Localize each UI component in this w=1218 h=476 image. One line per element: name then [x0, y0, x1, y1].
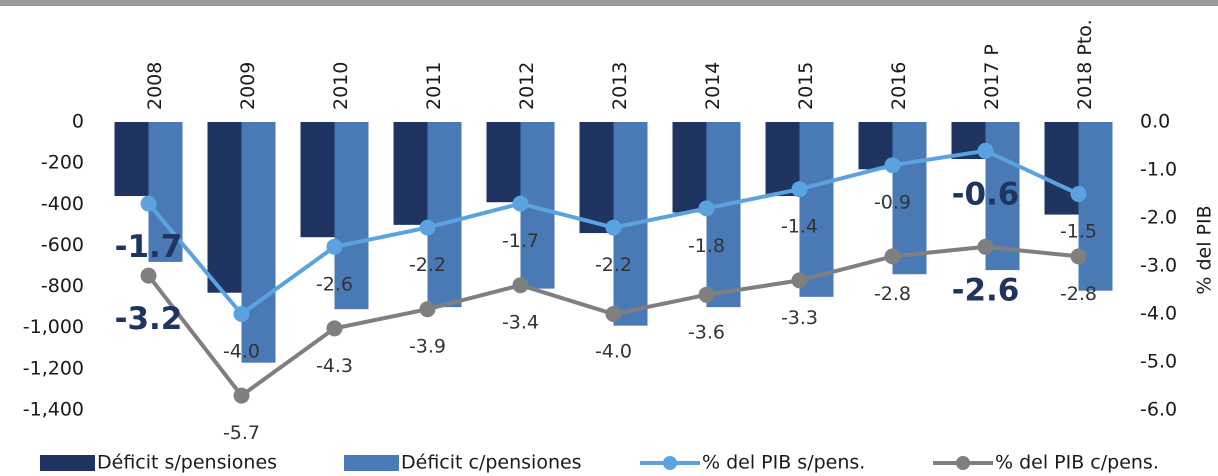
data-label: -2.2: [595, 254, 632, 276]
x-tick-label: 2009: [237, 62, 259, 110]
bar: [486, 122, 521, 203]
bar: [799, 122, 834, 297]
data-label: -2.2: [409, 254, 446, 276]
point: [791, 272, 808, 289]
point: [326, 238, 343, 255]
point: [884, 248, 901, 265]
y2-tick-label: -4.0: [1140, 303, 1177, 325]
data-label: -5.7: [223, 422, 260, 444]
data-label: -2.8: [1060, 283, 1097, 305]
point: [419, 301, 436, 318]
y2-tick-label: 0.0: [1140, 111, 1170, 133]
x-tick-label: 2017 P: [981, 44, 1003, 110]
bar: [892, 122, 927, 275]
bar: [334, 122, 369, 310]
legend-swatch: [956, 456, 970, 470]
point: [977, 142, 994, 159]
y-tick-label: 0: [72, 111, 84, 133]
bar: [393, 122, 428, 225]
bar: [1078, 122, 1113, 291]
legend-label: % del PIB c/pens.: [995, 452, 1159, 474]
data-label: -3.2: [115, 301, 183, 337]
point: [140, 267, 157, 284]
bar: [427, 122, 462, 308]
point: [233, 387, 250, 404]
y-tick-label: -1,200: [23, 357, 84, 379]
point: [140, 195, 157, 212]
y2-tick-label: -1.0: [1140, 159, 1177, 181]
y2-tick-label: -6.0: [1140, 399, 1177, 421]
data-label: -0.6: [952, 176, 1020, 212]
data-label: -4.0: [595, 341, 632, 363]
y-tick-label: -1,000: [23, 316, 84, 338]
point: [512, 277, 529, 294]
bar: [706, 122, 741, 308]
bar: [672, 122, 707, 213]
bar: [207, 122, 242, 293]
point: [605, 219, 622, 236]
x-tick-label: 2008: [144, 62, 166, 110]
y-tick-label: -1,400: [23, 399, 84, 421]
point: [698, 200, 715, 217]
point: [1070, 248, 1087, 265]
bar: [241, 122, 276, 363]
y-tick-label: -800: [41, 275, 84, 297]
legend-swatch: [663, 456, 677, 470]
data-label: -2.6: [316, 273, 353, 295]
point: [233, 306, 250, 322]
y2-tick-label: -2.0: [1140, 207, 1177, 229]
data-label: -0.9: [874, 192, 911, 214]
data-label: -1.7: [115, 229, 183, 265]
x-tick-label: 2016: [888, 62, 910, 110]
y-tick-label: -400: [41, 193, 84, 215]
bar: [114, 122, 149, 197]
data-label: -1.7: [502, 230, 539, 252]
top-band: [0, 0, 1218, 6]
data-label: -2.8: [874, 283, 911, 305]
data-label: -3.6: [688, 321, 725, 343]
x-tick-label: 2014: [702, 62, 724, 110]
legend-swatch: [40, 455, 95, 471]
legend-swatch: [344, 455, 399, 471]
x-tick-label: 2010: [330, 62, 352, 110]
point: [1070, 186, 1087, 202]
point: [791, 181, 808, 198]
point: [977, 238, 994, 255]
data-label: -1.5: [1060, 221, 1097, 243]
x-tick-label: 2013: [609, 62, 631, 110]
legend-label: Déficit s/pensiones: [97, 452, 277, 474]
data-label: -2.6: [952, 272, 1020, 308]
y2-tick-label: -3.0: [1140, 255, 1177, 277]
bar: [1044, 122, 1079, 215]
x-tick-label: 2015: [795, 62, 817, 110]
y2-tick-label: -5.0: [1140, 351, 1177, 373]
point: [326, 320, 343, 337]
data-label: -1.8: [688, 235, 725, 257]
point: [884, 157, 901, 174]
bar: [579, 122, 614, 234]
data-label: -3.3: [781, 307, 818, 329]
legend-label: % del PIB s/pens.: [702, 452, 865, 474]
data-label: -1.4: [781, 216, 818, 238]
y-tick-label: -600: [41, 234, 84, 256]
point: [698, 286, 715, 303]
x-tick-label: 2012: [516, 62, 538, 110]
point: [512, 195, 529, 212]
data-label: -3.4: [502, 312, 539, 334]
x-tick-label: 2018 Pto.: [1074, 19, 1096, 110]
x-tick-label: 2011: [423, 62, 445, 110]
y2-axis-title: % del PIB: [1194, 205, 1216, 294]
data-label: -3.9: [409, 336, 446, 358]
y-tick-label: -200: [41, 152, 84, 174]
legend-label: Déficit c/pensiones: [401, 452, 582, 474]
point: [605, 306, 622, 322]
data-label: -4.0: [223, 341, 260, 363]
point: [419, 219, 436, 236]
bar: [300, 122, 335, 238]
data-label: -4.3: [316, 355, 353, 377]
